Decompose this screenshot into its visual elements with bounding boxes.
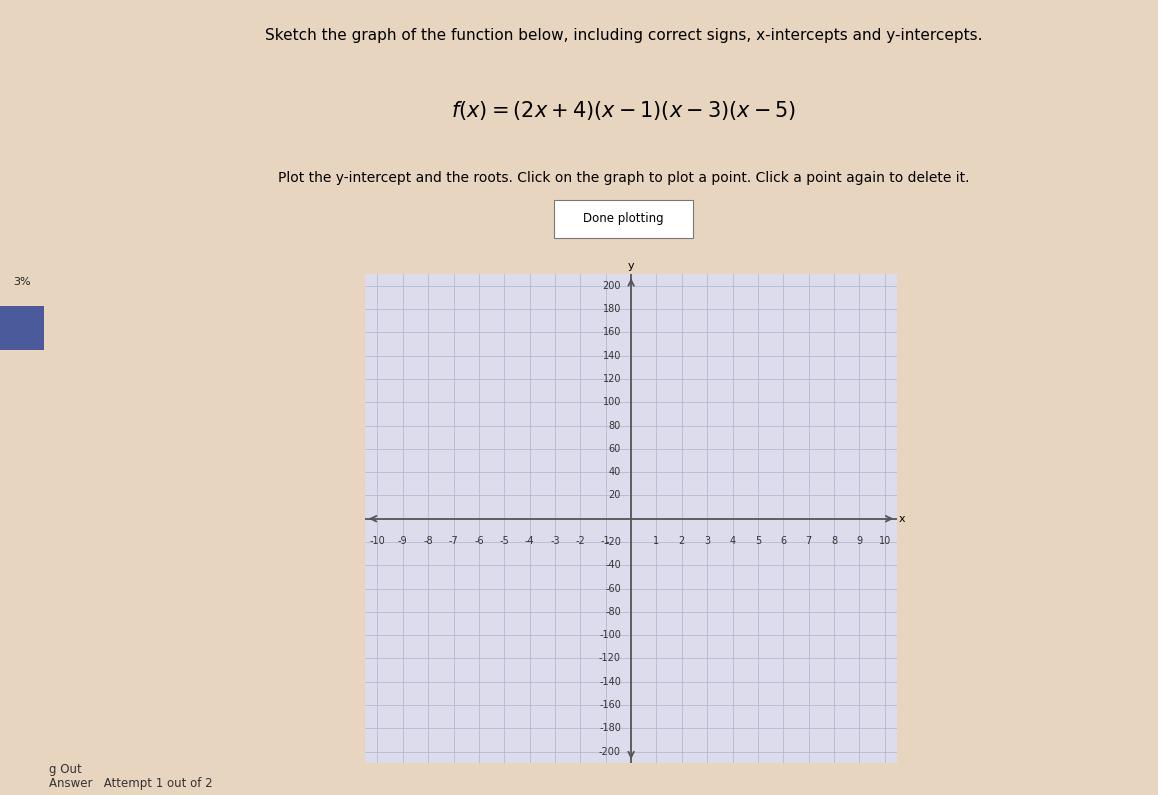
Text: y: y	[628, 261, 635, 271]
Bar	[0, 306, 44, 350]
Text: -40: -40	[606, 560, 621, 570]
Text: -3: -3	[550, 536, 559, 546]
Text: -80: -80	[606, 607, 621, 617]
Text: 140: 140	[602, 351, 621, 361]
Text: 180: 180	[602, 304, 621, 314]
Text: -140: -140	[599, 677, 621, 687]
Text: 8: 8	[831, 536, 837, 546]
Text: 3%: 3%	[13, 277, 31, 287]
Text: -9: -9	[398, 536, 408, 546]
Text: 60: 60	[609, 444, 621, 454]
Text: -120: -120	[599, 653, 621, 664]
Text: 20: 20	[609, 491, 621, 501]
FancyBboxPatch shape	[554, 200, 692, 238]
Text: -4: -4	[525, 536, 535, 546]
Text: Sketch the graph of the function below, including correct signs, x-intercepts an: Sketch the graph of the function below, …	[264, 28, 982, 43]
Text: -6: -6	[474, 536, 484, 546]
Text: x: x	[899, 514, 906, 524]
Text: 80: 80	[609, 421, 621, 431]
Text: 6: 6	[780, 536, 786, 546]
Text: -5: -5	[499, 536, 510, 546]
Text: 160: 160	[602, 328, 621, 338]
Text: Answer   Attempt 1 out of 2: Answer Attempt 1 out of 2	[49, 777, 212, 790]
Text: g Out: g Out	[49, 762, 81, 776]
Text: -60: -60	[606, 584, 621, 594]
Text: 1: 1	[653, 536, 660, 546]
Text: 7: 7	[806, 536, 812, 546]
Text: Done plotting: Done plotting	[582, 212, 664, 225]
Text: 10: 10	[879, 536, 891, 546]
Text: 3: 3	[704, 536, 710, 546]
Text: -200: -200	[599, 747, 621, 757]
Text: -10: -10	[369, 536, 386, 546]
Text: 2: 2	[679, 536, 686, 546]
Text: 40: 40	[609, 467, 621, 477]
Text: -2: -2	[576, 536, 585, 546]
Text: -160: -160	[599, 700, 621, 710]
Text: -8: -8	[424, 536, 433, 546]
Text: -100: -100	[599, 630, 621, 640]
Text: -180: -180	[599, 723, 621, 733]
Text: -7: -7	[448, 536, 459, 546]
Text: 4: 4	[730, 536, 735, 546]
Text: -20: -20	[606, 537, 621, 547]
Text: 9: 9	[856, 536, 863, 546]
Text: 120: 120	[602, 374, 621, 384]
Text: -1: -1	[601, 536, 610, 546]
Text: $f(x) = (2x+4)(x-1)(x-3)(x-5)$: $f(x) = (2x+4)(x-1)(x-3)(x-5)$	[450, 99, 796, 122]
Text: 100: 100	[602, 398, 621, 407]
Text: 5: 5	[755, 536, 761, 546]
Text: 200: 200	[602, 281, 621, 291]
Text: Plot the y-intercept and the roots. Click on the graph to plot a point. Click a : Plot the y-intercept and the roots. Clic…	[278, 171, 969, 185]
